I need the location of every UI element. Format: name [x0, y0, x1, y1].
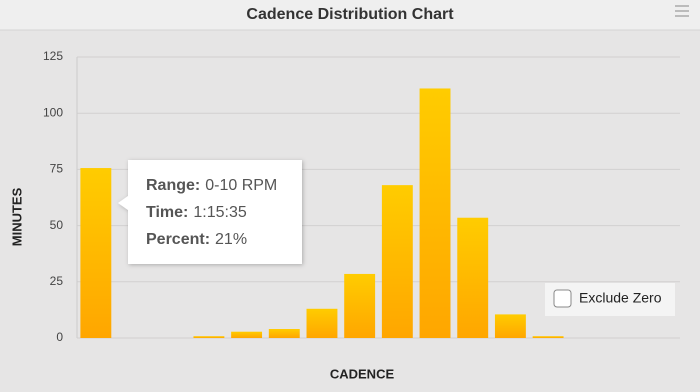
tooltip-value: 1:15:35 [193, 204, 246, 221]
bar [268, 329, 300, 338]
tooltip: Range: 0-10 RPM Time: 1:15:35 Percent: 21% [118, 160, 302, 264]
menu-button[interactable] [675, 5, 689, 17]
tooltip-value: 0-10 RPM [205, 177, 277, 194]
tooltip-line: Time: 1:15:35 [146, 204, 247, 221]
tooltip-box [118, 160, 302, 264]
bar [381, 185, 413, 338]
bar [457, 217, 489, 338]
bar [80, 168, 112, 338]
tooltip-value: 21% [215, 231, 247, 248]
bar [231, 331, 263, 338]
y-tick-label: 100 [43, 105, 63, 119]
exclude-zero-control[interactable]: Exclude Zero [545, 283, 675, 316]
tooltip-key: Range: [146, 177, 200, 194]
tooltip-line: Range: 0-10 RPM [146, 177, 277, 194]
y-tick-label: 75 [50, 162, 64, 176]
bar [344, 273, 376, 338]
chart-title: Cadence Distribution Chart [246, 6, 454, 23]
checkbox-label[interactable]: Exclude Zero [579, 290, 662, 306]
bar [532, 336, 564, 338]
y-tick-label: 25 [50, 274, 64, 288]
bar [419, 88, 451, 338]
y-tick-label: 50 [50, 218, 64, 232]
bar [494, 314, 526, 338]
y-axis-label: MINUTES [9, 187, 24, 246]
bar [193, 336, 225, 338]
y-tick-label: 125 [43, 49, 63, 63]
tooltip-key: Time: [146, 204, 188, 221]
x-axis-label: CADENCE [330, 366, 395, 381]
y-tick-label: 0 [56, 330, 63, 344]
title-bar [0, 0, 700, 30]
checkbox[interactable] [553, 289, 572, 308]
tooltip-key: Percent: [146, 231, 210, 248]
bar [306, 308, 338, 338]
tooltip-line: Percent: 21% [146, 231, 247, 248]
